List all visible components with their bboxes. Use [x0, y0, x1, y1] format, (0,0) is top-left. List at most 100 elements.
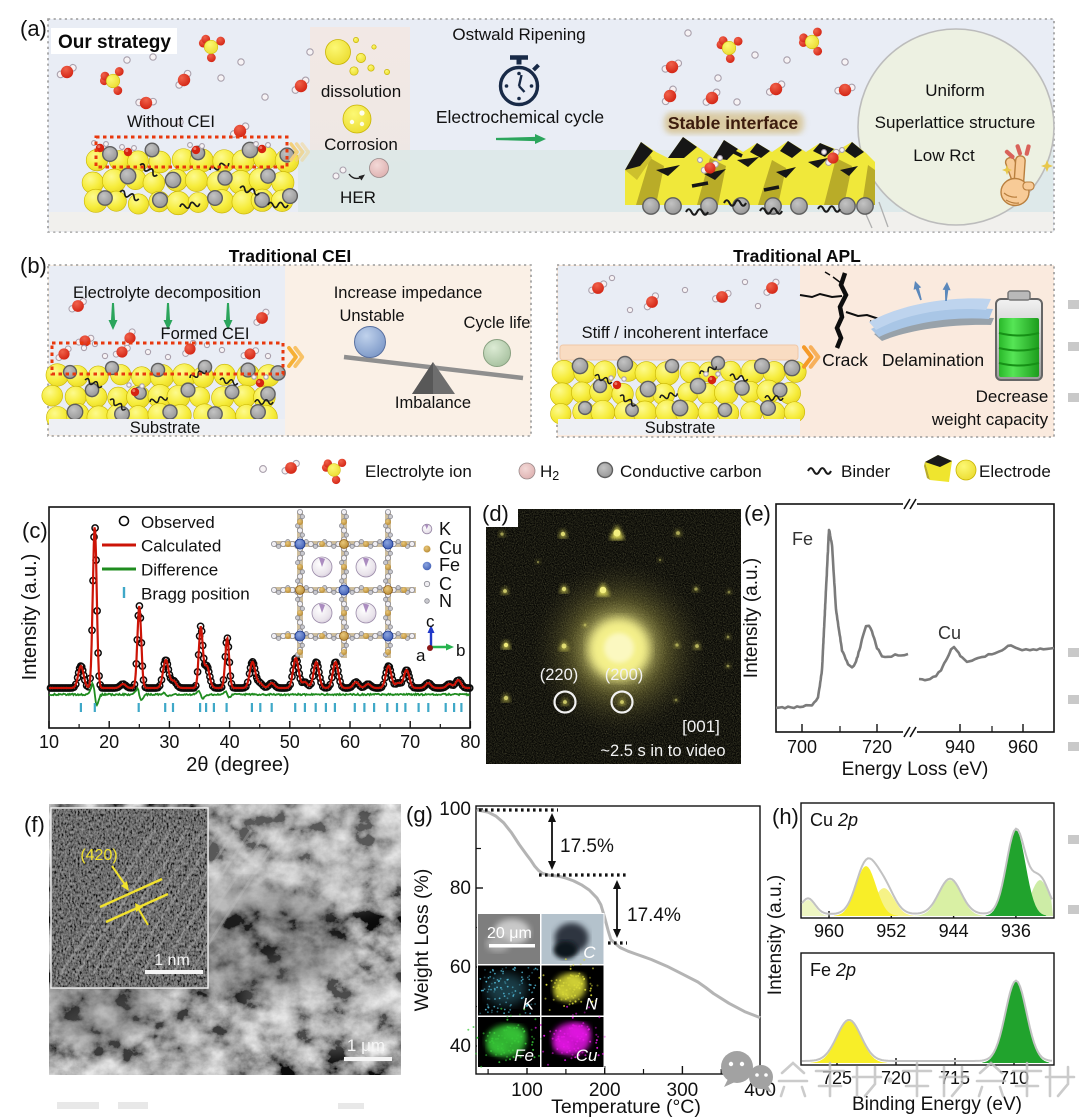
svg-text:(a): (a): [20, 16, 47, 41]
svg-text:Delamination: Delamination: [882, 350, 984, 370]
svg-text:Binder: Binder: [841, 462, 890, 481]
svg-text:60: 60: [340, 732, 360, 752]
svg-text:Temperature (°C): Temperature (°C): [551, 1096, 701, 1118]
svg-text:20: 20: [99, 732, 119, 752]
svg-text:80: 80: [450, 878, 471, 899]
svg-text:952: 952: [876, 921, 906, 941]
svg-text:Difference: Difference: [141, 561, 218, 580]
svg-text:Crack: Crack: [822, 350, 868, 370]
svg-text:200: 200: [589, 1080, 621, 1101]
svg-text:720: 720: [862, 737, 892, 757]
svg-text:Corrosion: Corrosion: [324, 135, 398, 154]
svg-text:Energy Loss (eV): Energy Loss (eV): [842, 759, 989, 780]
svg-text:Superlattice structure: Superlattice structure: [875, 113, 1036, 132]
svg-text:Electrolyte decomposition: Electrolyte decomposition: [73, 284, 261, 302]
svg-text:Fe: Fe: [514, 1046, 534, 1065]
svg-text:960: 960: [1008, 737, 1038, 757]
svg-text:100: 100: [511, 1080, 543, 1101]
svg-text:Binding Energy (eV): Binding Energy (eV): [852, 1094, 1022, 1115]
svg-text:10: 10: [39, 732, 59, 752]
svg-text:c: c: [426, 612, 435, 631]
svg-text:Cycle life: Cycle life: [464, 314, 531, 332]
svg-text:Uniform: Uniform: [925, 81, 985, 100]
svg-text:Cu: Cu: [576, 1046, 598, 1065]
svg-text:720: 720: [881, 1068, 911, 1088]
svg-text:C: C: [439, 574, 452, 594]
svg-text:(c): (c): [22, 518, 48, 543]
svg-text:Fe 2p: Fe 2p: [810, 960, 856, 980]
svg-text:Substrate: Substrate: [130, 419, 201, 437]
svg-text:300: 300: [667, 1080, 699, 1101]
svg-text:Cu: Cu: [439, 538, 462, 558]
svg-text:Observed: Observed: [141, 513, 215, 532]
svg-text:Conductive carbon: Conductive carbon: [620, 462, 762, 481]
svg-text:Traditional APL: Traditional APL: [733, 246, 861, 266]
svg-text:17.5%: 17.5%: [560, 836, 614, 857]
svg-text:940: 940: [945, 737, 975, 757]
svg-text:Substrate: Substrate: [645, 419, 716, 437]
svg-text:weight capacity: weight capacity: [931, 410, 1049, 429]
svg-text:Decrease: Decrease: [976, 387, 1049, 406]
svg-text:Bragg position: Bragg position: [141, 585, 250, 604]
svg-text:Stable interface: Stable interface: [668, 113, 799, 133]
svg-text:Fe: Fe: [792, 529, 813, 549]
svg-text:Electrolyte ion: Electrolyte ion: [365, 462, 472, 481]
svg-text:H2: H2: [540, 462, 559, 483]
svg-text:Fe: Fe: [439, 555, 460, 575]
svg-text:30: 30: [159, 732, 179, 752]
svg-text:Intensity (a.u.): Intensity (a.u.): [19, 554, 41, 681]
svg-text:50: 50: [280, 732, 300, 752]
svg-text:N: N: [439, 591, 452, 611]
svg-text:~2.5 s in to video: ~2.5 s in to video: [600, 742, 725, 760]
svg-text:80: 80: [460, 732, 480, 752]
svg-text:Without CEI: Without CEI: [127, 113, 215, 131]
svg-text:1 nm: 1 nm: [154, 952, 190, 969]
svg-text:960: 960: [814, 921, 844, 941]
svg-text:Ostwald Ripening: Ostwald Ripening: [452, 25, 585, 44]
svg-text:40: 40: [220, 732, 240, 752]
svg-text:Cu: Cu: [938, 623, 961, 643]
svg-text:(420): (420): [80, 847, 117, 864]
svg-text:20 μm: 20 μm: [487, 925, 532, 942]
svg-text:(h): (h): [772, 804, 799, 829]
svg-text:1 μm: 1 μm: [347, 1036, 385, 1055]
svg-text:(200): (200): [605, 666, 644, 684]
svg-text:Intensity (a.u.): Intensity (a.u.): [741, 558, 762, 678]
svg-text:Formed CEI: Formed CEI: [161, 325, 250, 343]
svg-text:Electrochemical cycle: Electrochemical cycle: [436, 107, 604, 127]
svg-text:100: 100: [439, 799, 471, 820]
svg-text:[001]: [001]: [682, 717, 720, 736]
svg-text:C: C: [583, 943, 596, 962]
svg-text:Increase impedance: Increase impedance: [334, 284, 483, 302]
svg-text:Cu 2p: Cu 2p: [810, 810, 858, 830]
svg-text:944: 944: [939, 921, 969, 941]
svg-text:HER: HER: [340, 188, 376, 207]
svg-text:(e): (e): [744, 501, 771, 526]
svg-text:(f): (f): [24, 812, 45, 837]
svg-text:70: 70: [400, 732, 420, 752]
svg-text:Low Rct: Low Rct: [913, 146, 975, 165]
svg-text:40: 40: [450, 1036, 471, 1057]
svg-text:(d): (d): [482, 501, 509, 526]
svg-text:K: K: [523, 995, 535, 1014]
svg-text:17.4%: 17.4%: [627, 905, 681, 926]
svg-text:2θ (degree): 2θ (degree): [186, 754, 289, 776]
svg-text:Intensity (a.u.): Intensity (a.u.): [765, 875, 786, 995]
svg-text:(g): (g): [406, 802, 433, 827]
svg-text:Stiff / incoherent interface: Stiff / incoherent interface: [582, 324, 769, 342]
svg-text:710: 710: [999, 1068, 1029, 1088]
svg-text:700: 700: [787, 737, 817, 757]
svg-text:936: 936: [1001, 921, 1031, 941]
svg-text:Imbalance: Imbalance: [395, 394, 471, 412]
svg-text:b: b: [456, 641, 465, 660]
svg-text:Unstable: Unstable: [339, 307, 404, 325]
svg-text:dissolution: dissolution: [321, 82, 401, 101]
svg-text:Traditional CEI: Traditional CEI: [229, 246, 352, 266]
svg-text:Our strategy: Our strategy: [58, 32, 171, 53]
svg-text:Weight Loss (%): Weight Loss (%): [411, 869, 433, 1012]
svg-text:Electrode: Electrode: [979, 462, 1051, 481]
svg-text:Calculated: Calculated: [141, 537, 221, 556]
svg-text:K: K: [439, 519, 451, 539]
svg-text:N: N: [585, 995, 598, 1014]
svg-text:60: 60: [450, 957, 471, 978]
